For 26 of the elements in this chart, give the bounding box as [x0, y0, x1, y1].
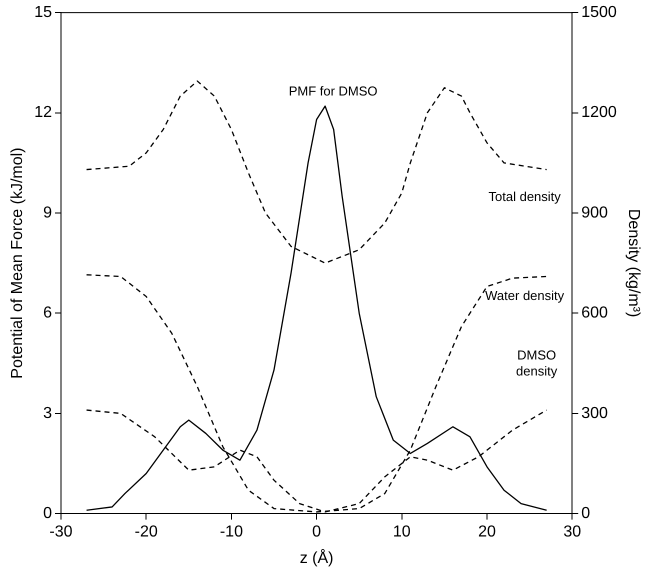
- y2-tick-label: 0: [581, 505, 590, 522]
- x-tick-label: 10: [392, 524, 411, 541]
- x-axis-title: z (Å): [300, 548, 334, 567]
- y-tick-label: 9: [43, 204, 52, 222]
- x-tick-label: 30: [563, 524, 582, 541]
- y-axis-title: Potential of Mean Force (kJ/mol): [9, 148, 26, 379]
- x-tick-label: -20: [134, 524, 158, 541]
- series-label: PMF for DMSO: [288, 84, 378, 99]
- y-tick-label: 15: [34, 4, 52, 22]
- y-tick-label: 3: [43, 404, 52, 422]
- x-tick-label: -30: [49, 524, 73, 541]
- y2-tick-label: 600: [581, 304, 608, 322]
- x-tick-label: 20: [478, 524, 496, 541]
- x-tick-label: 0: [312, 524, 322, 541]
- y2-tick-label: 300: [581, 404, 608, 422]
- text: DMSO density: [516, 348, 558, 379]
- y2-tick-label: 1200: [581, 104, 617, 122]
- y2-axis-title: Density (kg/m³): [624, 208, 642, 318]
- y2-tick-label: 1500: [581, 4, 617, 22]
- y-tick-label: 12: [34, 104, 52, 122]
- series-label: Water density: [485, 288, 565, 304]
- x-tick-label: -10: [220, 524, 244, 541]
- y-tick-label: 0: [43, 505, 52, 522]
- series-label: Total density: [488, 189, 562, 204]
- y2-tick-label: 900: [581, 204, 608, 222]
- y-tick-label: 6: [43, 304, 52, 322]
